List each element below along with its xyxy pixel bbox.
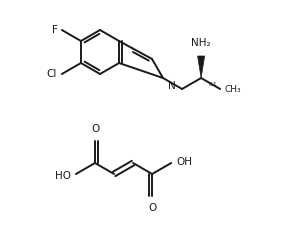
Text: F: F	[52, 25, 58, 35]
Text: Cl: Cl	[47, 69, 57, 79]
Text: O: O	[91, 124, 99, 134]
Text: N: N	[168, 81, 176, 91]
Text: &1: &1	[209, 82, 218, 87]
Text: O: O	[148, 203, 156, 213]
Text: CH₃: CH₃	[224, 85, 241, 93]
Text: NH₂: NH₂	[191, 38, 211, 48]
Text: OH: OH	[176, 157, 192, 167]
Text: HO: HO	[55, 171, 71, 181]
Polygon shape	[198, 56, 205, 78]
